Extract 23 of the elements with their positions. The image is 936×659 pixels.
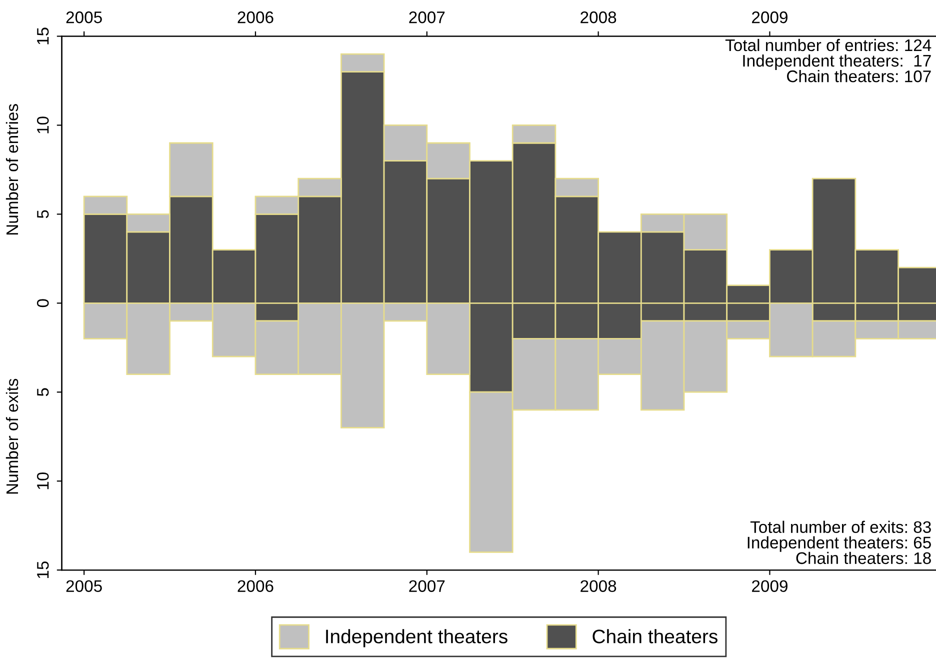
y-tick-label: 15 (37, 28, 49, 44)
x2-tick-label: 2009 (752, 11, 788, 24)
x-tick-label: 2007 (409, 580, 445, 592)
y-tick-label: 10 (36, 472, 49, 490)
annotation: Total number of exits: 83 Independent theaters: 65 Chain theaters: 18 (748, 520, 931, 564)
y-tick-label: 5 (37, 210, 49, 218)
y-tick-label: 15 (37, 561, 49, 578)
x2-tick-label: 2008 (580, 11, 616, 24)
y-tick-label: 0 (36, 299, 49, 308)
x2-tick-label: 2007 (409, 11, 445, 24)
y-axis-title: Number of entries (6, 104, 18, 235)
y-tick-label: 10 (36, 116, 49, 134)
text: Number of exits (6, 378, 18, 494)
y-tick-label: 5 (37, 388, 49, 396)
x-tick-label: 2009 (752, 580, 788, 592)
x-tick-label: 2008 (580, 580, 616, 592)
x-tick-label: 2006 (238, 580, 274, 592)
x2-tick-label: 2005 (66, 11, 102, 24)
legend-label: Chain theaters (592, 629, 718, 644)
x2-tick-label: 2006 (238, 11, 274, 24)
x-tick-label: 2005 (66, 580, 102, 592)
annotation: Total number of entries: 124 Independent theaters: 17 Chain theaters: 107 (725, 38, 932, 82)
legend-label: Independent theaters (326, 629, 508, 648)
